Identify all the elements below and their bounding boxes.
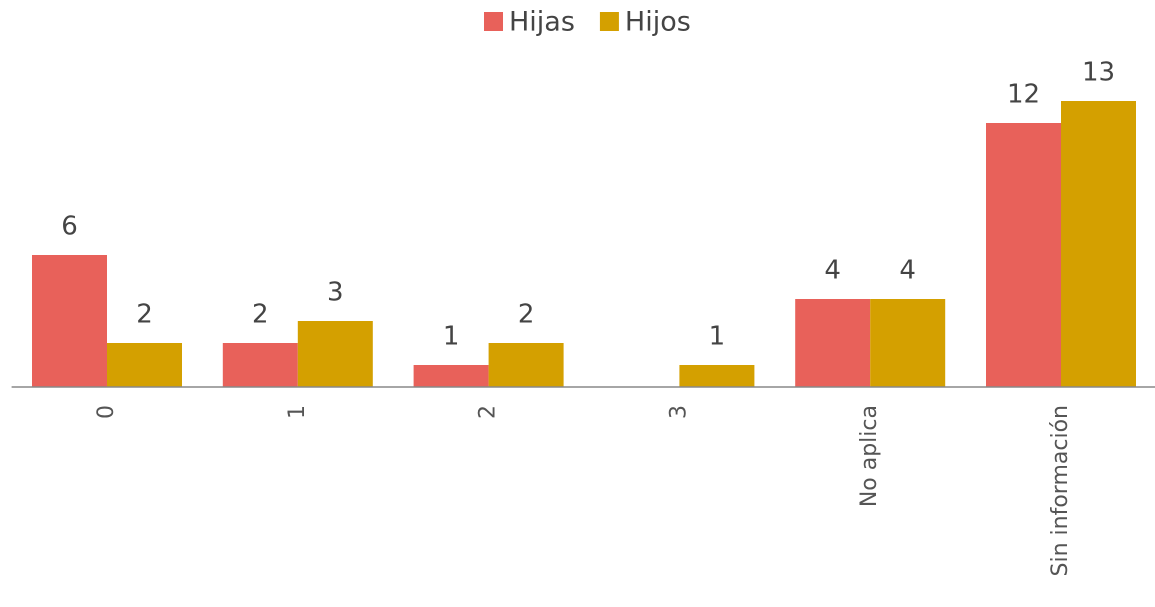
x-tick-label: 2 <box>476 405 501 419</box>
legend-label: Hijos <box>625 7 691 38</box>
x-tick-label: Sin información <box>1048 405 1073 576</box>
bar <box>297 321 373 387</box>
value-label: 1 <box>709 322 726 352</box>
legend-label: Hijas <box>509 7 575 38</box>
bar <box>413 365 489 387</box>
bar <box>870 299 946 387</box>
value-label: 4 <box>899 256 916 286</box>
bar <box>32 255 107 387</box>
value-label: 2 <box>136 300 153 330</box>
bar <box>222 343 298 387</box>
value-label: 4 <box>824 256 841 286</box>
bar <box>795 299 871 387</box>
value-label: 3 <box>327 278 344 308</box>
bar <box>679 365 755 387</box>
legend-swatch <box>484 12 503 31</box>
x-tick-label: 0 <box>94 405 119 419</box>
bar <box>107 343 182 387</box>
value-label: 1 <box>443 322 460 352</box>
x-tick-label: No aplica <box>857 405 882 507</box>
value-label: 2 <box>518 300 535 330</box>
x-tick-label: 3 <box>666 405 691 419</box>
value-label: 13 <box>1082 58 1115 88</box>
value-label: 6 <box>61 212 78 242</box>
bar <box>488 343 564 387</box>
x-tick-label: 1 <box>285 405 310 419</box>
bar <box>986 123 1061 387</box>
legend-swatch <box>599 12 619 31</box>
bar <box>1061 101 1136 387</box>
value-label: 12 <box>1007 80 1040 110</box>
value-label: 2 <box>252 300 269 330</box>
